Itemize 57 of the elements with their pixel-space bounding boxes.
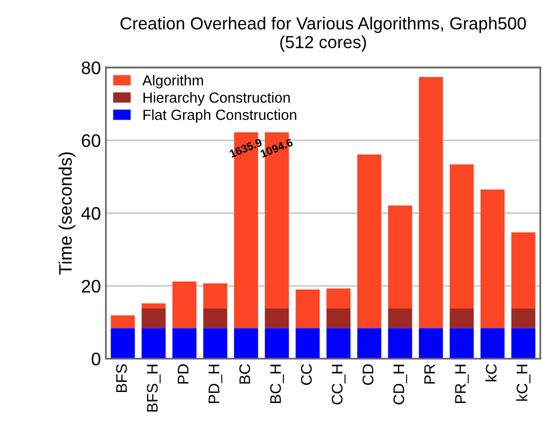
bar [110,328,135,359]
x-tick-label: PR [424,364,435,384]
bar [172,328,196,359]
y-tick-label: 80 [82,61,100,74]
legend-label: Hierarchy Construction [144,92,290,106]
x-tick-label: PD_H [208,364,222,404]
x-tick-label: BC [239,364,250,384]
x-tick-label: CD [362,364,374,385]
bar [388,205,412,308]
bar [172,282,196,328]
bar [296,290,320,328]
bar [480,189,505,328]
bar [357,154,382,328]
bar [110,315,135,328]
x-tick-label: PD [178,364,188,384]
bar [142,328,166,359]
bar [203,283,228,308]
bar [388,308,412,328]
bar [511,232,536,308]
bar [203,308,228,328]
bar [234,328,258,359]
y-tick-label: 60 [82,134,100,148]
bar [450,308,474,328]
bar [142,308,166,328]
x-tick-label: kC [485,364,497,382]
x-tick-label: BFS_H [146,364,161,412]
bar [480,328,505,359]
bar [450,328,474,359]
chart-title: Creation Overhead for Various Algorithms, Graph500 (512 cores) [120,16,526,52]
x-tick-label: BFS [116,364,127,392]
y-tick-label: 0 [92,352,100,366]
x-tick-label: CD_H [393,364,408,404]
bar [418,76,443,328]
x-tick-label: BC_H [270,364,284,404]
y-tick-label: 40 [81,207,100,220]
bar [203,328,228,359]
bar [264,308,289,328]
legend-label: Algorithm [142,74,203,88]
bar [326,308,351,328]
y-axis-title: Time (seconds) [58,152,76,275]
bar [450,164,474,308]
legend-label: Flat Graph Construction [144,109,296,123]
bar [296,328,320,359]
bar [511,308,536,328]
x-tick-label: CC_H [332,364,346,404]
bar [326,328,351,359]
bar [357,328,382,359]
bar [388,328,412,359]
bar [511,328,536,359]
x-tick-label: PR_H [455,364,469,404]
y-tick-label: 20 [82,280,100,293]
bar [418,328,443,359]
x-tick-label: kC_H [516,364,530,401]
x-tick-label: CC [300,364,312,385]
bar [264,328,289,359]
bar [142,303,166,308]
bar [326,288,351,308]
